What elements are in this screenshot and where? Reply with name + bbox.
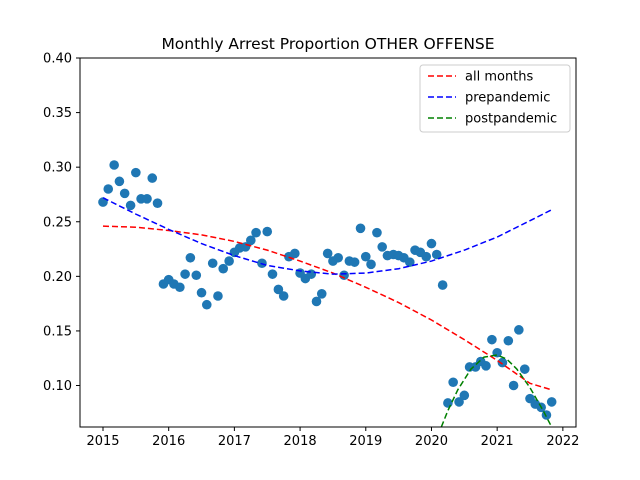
data-point-71: [487, 334, 497, 345]
data-point-18: [196, 287, 207, 298]
data-point-21: [213, 291, 223, 301]
series-line-all-months: [102, 225, 552, 391]
data-point-1: [103, 184, 114, 194]
data-point-76: [514, 325, 524, 335]
data-point-47: [355, 223, 366, 234]
legend-label: postpandemic: [465, 112, 557, 127]
data-point-9: [147, 173, 158, 183]
x-axis: 2015 2016 2017 2018 2019 2020 2021 2022: [86, 427, 579, 449]
data-point-19: [201, 299, 212, 310]
x-tick-label: 2022: [546, 434, 579, 449]
axes-frame: [79, 57, 577, 428]
data-point-10: [152, 198, 163, 208]
data-point-6: [131, 167, 141, 178]
y-tick-label: 0.25: [43, 215, 72, 230]
data-point-66: [459, 390, 470, 401]
data-point-61: [431, 249, 442, 260]
data-point-50: [372, 227, 382, 238]
data-point-17: [191, 270, 202, 281]
data-point-51: [377, 242, 388, 252]
data-point-30: [262, 226, 273, 237]
data-point-23: [224, 256, 234, 266]
data-point-82: [546, 397, 557, 407]
data-point-64: [448, 377, 458, 388]
data-point-49: [366, 259, 376, 270]
data-point-48: [360, 251, 371, 262]
data-point-5: [125, 200, 136, 211]
series-line-prepandemic: [102, 197, 553, 275]
x-tick-label: 2017: [218, 434, 251, 449]
legend-label: all months: [465, 70, 534, 85]
data-point-43: [333, 252, 343, 263]
plot-area: [98, 160, 557, 427]
data-point-81: [541, 410, 552, 420]
data-point-22: [218, 263, 229, 274]
data-point-15: [180, 269, 190, 279]
x-tick-label: 2016: [152, 434, 185, 449]
data-point-3: [114, 176, 125, 187]
x-tick-label: 2021: [481, 434, 514, 449]
data-point-38: [306, 269, 317, 279]
y-axis: 0.10 0.15 0.20 0.25 0.30 0.35 0.40: [43, 52, 80, 394]
data-point-33: [278, 291, 289, 301]
data-point-60: [426, 238, 437, 249]
y-tick-label: 0.40: [43, 52, 72, 67]
data-point-63: [443, 398, 453, 408]
data-point-32: [273, 284, 284, 295]
data-point-59: [421, 251, 432, 262]
data-point-28: [251, 227, 261, 238]
legend-label: prepandemic: [465, 91, 550, 106]
x-tick-label: 2019: [349, 434, 382, 449]
x-tick-label: 2015: [86, 434, 119, 449]
data-point-8: [142, 194, 152, 204]
y-tick-label: 0.10: [43, 379, 72, 394]
chart-title: Monthly Arrest Proportion OTHER OFFENSE: [161, 35, 494, 53]
y-tick-label: 0.20: [43, 270, 72, 285]
legend-box: [419, 64, 571, 133]
data-point-62: [437, 280, 448, 290]
data-point-27: [246, 235, 256, 246]
series-line-postpandemic: [440, 354, 553, 427]
data-point-65: [454, 397, 464, 407]
data-point-35: [290, 248, 300, 259]
data-point-56: [404, 257, 415, 267]
data-point-77: [519, 364, 530, 374]
data-point-70: [481, 361, 491, 371]
data-point-2: [109, 160, 119, 170]
x-tick-label: 2018: [284, 434, 317, 449]
data-point-41: [322, 248, 333, 259]
data-point-40: [316, 289, 327, 299]
data-point-4: [119, 188, 130, 199]
data-point-73: [497, 357, 508, 368]
x-tick-label: 2020: [415, 434, 448, 449]
data-point-16: [185, 252, 196, 263]
y-tick-label: 0.15: [43, 324, 72, 339]
y-tick-label: 0.35: [43, 106, 72, 121]
data-point-75: [508, 380, 519, 391]
data-point-46: [349, 257, 360, 267]
data-point-14: [175, 282, 185, 293]
legend: all months prepandemic postpandemic: [419, 64, 571, 133]
data-point-74: [503, 335, 514, 346]
data-point-31: [267, 269, 278, 279]
data-point-20: [207, 258, 218, 269]
data-point-39: [311, 296, 322, 307]
y-tick-label: 0.30: [43, 161, 72, 176]
